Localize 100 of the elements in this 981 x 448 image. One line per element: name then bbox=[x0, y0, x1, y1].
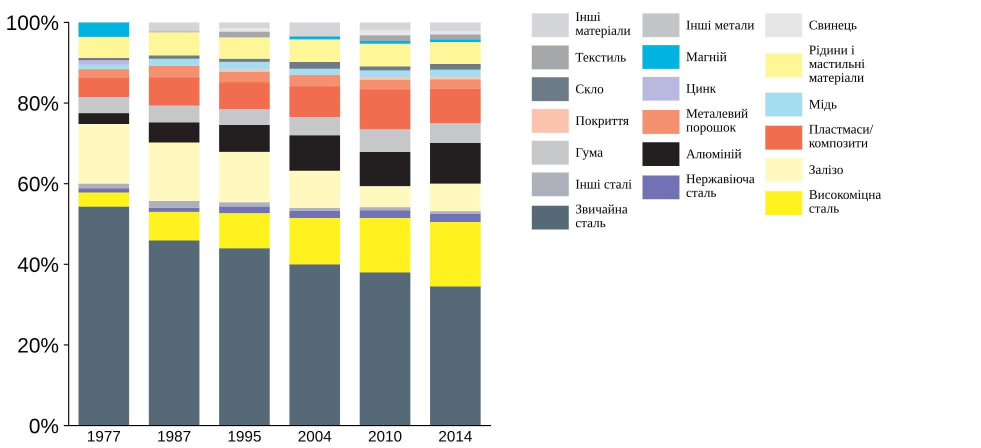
legend-label: Текстиль bbox=[576, 52, 626, 62]
bar bbox=[78, 22, 130, 37]
legend-label: Гума bbox=[576, 148, 603, 160]
y-tick-label: 20% bbox=[18, 338, 58, 353]
legend-label: Цинк bbox=[686, 84, 716, 96]
x-tick-label: 1977 bbox=[88, 430, 120, 442]
bar bbox=[148, 142, 200, 202]
legend-label: Покриття bbox=[576, 116, 629, 128]
legend-label: Свинець bbox=[809, 20, 857, 32]
bar bbox=[148, 212, 200, 241]
bar bbox=[78, 184, 130, 189]
x-tick-label: 2014 bbox=[439, 430, 472, 442]
bar bbox=[360, 30, 410, 36]
bar bbox=[78, 64, 130, 70]
bar bbox=[219, 213, 270, 248]
bar bbox=[360, 70, 410, 78]
bar bbox=[430, 211, 481, 214]
bar bbox=[148, 240, 200, 426]
bar bbox=[219, 58, 270, 62]
bar bbox=[360, 218, 410, 272]
legend-label: Металевий порошок bbox=[686, 108, 748, 134]
bar bbox=[360, 129, 410, 152]
bar bbox=[289, 117, 340, 136]
bar bbox=[219, 202, 270, 207]
bar bbox=[78, 36, 130, 58]
bar bbox=[430, 79, 481, 89]
bar bbox=[148, 201, 200, 208]
legend-label: Нержавіюча сталь bbox=[686, 174, 755, 198]
bar bbox=[360, 186, 410, 208]
bar bbox=[430, 64, 481, 70]
bar bbox=[78, 124, 130, 184]
bar bbox=[289, 68, 340, 75]
bar bbox=[360, 210, 410, 218]
bar bbox=[430, 222, 481, 286]
bar bbox=[430, 42, 481, 64]
bar bbox=[219, 109, 270, 125]
bar bbox=[430, 31, 481, 34]
bar bbox=[219, 32, 270, 38]
bar bbox=[360, 77, 410, 80]
y-tick-label: 80% bbox=[18, 96, 58, 111]
bar bbox=[360, 66, 410, 70]
bar bbox=[219, 82, 270, 110]
bar bbox=[78, 78, 130, 97]
bar bbox=[148, 208, 200, 212]
bar bbox=[289, 86, 340, 118]
bar bbox=[78, 206, 130, 426]
bar bbox=[78, 69, 130, 78]
bar bbox=[78, 192, 130, 207]
bar bbox=[148, 22, 200, 30]
bar bbox=[78, 96, 130, 114]
bar bbox=[430, 214, 481, 222]
bar bbox=[148, 122, 200, 143]
legend-label: Магній bbox=[686, 52, 727, 62]
bar bbox=[78, 188, 130, 193]
legend-label: Інші сталі bbox=[576, 180, 632, 189]
bar bbox=[289, 135, 340, 171]
y-tick-label: 60% bbox=[18, 176, 58, 192]
bar bbox=[360, 80, 410, 90]
y-tick-label: 40% bbox=[18, 257, 58, 272]
bar bbox=[289, 74, 340, 86]
bar bbox=[289, 210, 340, 218]
x-tick-label: 2010 bbox=[368, 430, 402, 442]
legend-label: Звичайна сталь bbox=[576, 204, 628, 228]
bar bbox=[289, 62, 340, 69]
bar bbox=[430, 184, 481, 212]
bar bbox=[289, 22, 340, 37]
legend-label: Інші матеріали bbox=[576, 12, 630, 38]
bar bbox=[219, 152, 270, 202]
bar bbox=[289, 264, 340, 426]
bar bbox=[219, 124, 270, 152]
bar bbox=[430, 142, 481, 184]
x-tick-label: 1987 bbox=[158, 430, 190, 442]
bar bbox=[148, 66, 200, 78]
bar bbox=[360, 272, 410, 426]
bar bbox=[219, 72, 270, 82]
bar bbox=[430, 123, 481, 143]
bar bbox=[289, 170, 340, 208]
y-tick-label: 0% bbox=[30, 418, 58, 434]
bar bbox=[360, 89, 410, 130]
bar bbox=[360, 207, 410, 210]
bar bbox=[219, 37, 270, 59]
x-tick-label: 2004 bbox=[298, 430, 332, 442]
bar bbox=[148, 55, 200, 59]
bar bbox=[219, 22, 270, 28]
bar bbox=[289, 39, 340, 62]
bar bbox=[289, 36, 340, 40]
bar bbox=[78, 58, 130, 60]
bar bbox=[360, 44, 410, 66]
legend-label: Скло bbox=[576, 84, 604, 94]
legend-label: Високоміцна сталь bbox=[809, 190, 882, 213]
bar bbox=[219, 28, 270, 32]
bar bbox=[78, 113, 130, 124]
bar bbox=[219, 206, 270, 214]
bar bbox=[219, 62, 270, 70]
x-tick-label: 1995 bbox=[228, 430, 261, 442]
y-tick-label: 100% bbox=[7, 15, 58, 30]
bar bbox=[78, 60, 130, 65]
bar bbox=[148, 77, 200, 106]
bar bbox=[148, 58, 200, 66]
legend-label: Мідь bbox=[809, 100, 837, 112]
